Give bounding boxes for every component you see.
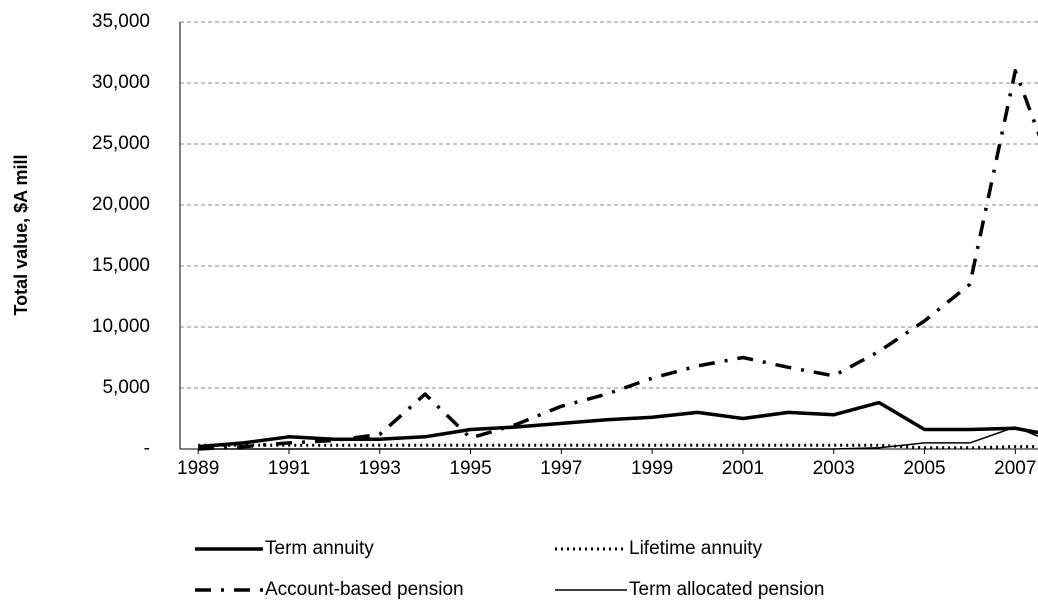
y-tick-label: - <box>144 438 150 459</box>
x-tick-label: 1993 <box>359 458 401 479</box>
y-tick-label: 20,000 <box>92 194 150 215</box>
y-tick-label: 35,000 <box>92 11 150 32</box>
x-tick-label: 2003 <box>813 458 855 479</box>
x-tick-label: 2005 <box>903 458 945 479</box>
y-tick-label: 15,000 <box>92 255 150 276</box>
x-tick-label: 1995 <box>449 458 491 479</box>
series-line <box>198 69 1038 451</box>
y-axis-label: Total value, $A mill <box>11 154 31 315</box>
x-tick-label: 1991 <box>268 458 310 479</box>
y-tick-label: 10,000 <box>92 316 150 337</box>
x-tick-label: 2007 <box>994 458 1036 479</box>
x-tick-label: 1989 <box>177 458 219 479</box>
legend-label: Account-based pension <box>265 579 464 600</box>
legend-label: Term annuity <box>265 538 374 559</box>
y-tick-label: 25,000 <box>92 133 150 154</box>
legend-label: Lifetime annuity <box>629 538 763 559</box>
legend: Term annuity Lifetime annuity Account-base… <box>195 538 824 600</box>
x-tick-label: 1997 <box>540 458 582 479</box>
grid <box>180 21 1038 389</box>
y-tick-label: 30,000 <box>92 72 150 93</box>
plot-area <box>198 69 1038 451</box>
legend-label: Term allocated pension <box>629 579 824 600</box>
y-tick-label: 5,000 <box>102 377 150 398</box>
series-line <box>198 443 1038 450</box>
x-tick-label: 1999 <box>631 458 673 479</box>
x-tick-label: 2001 <box>722 458 764 479</box>
